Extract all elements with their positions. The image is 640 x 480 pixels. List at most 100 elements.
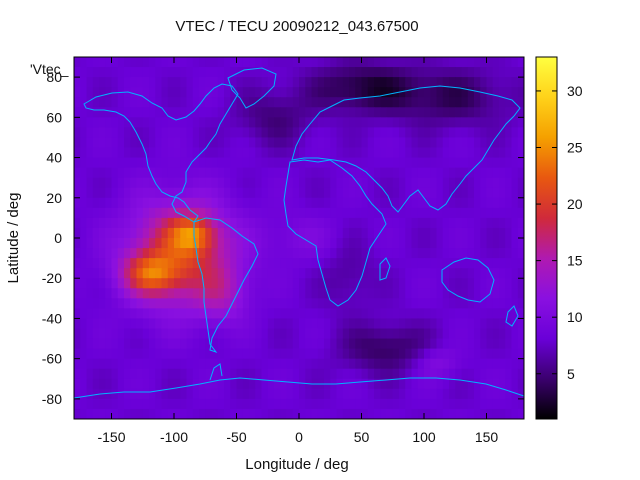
heat-cell xyxy=(367,278,375,289)
heat-cell xyxy=(474,97,481,108)
heat-cell xyxy=(80,408,88,419)
heat-cell xyxy=(342,328,350,340)
heat-cell xyxy=(342,197,350,209)
heat-cell xyxy=(86,358,94,370)
heat-cell xyxy=(149,217,156,229)
heat-cell xyxy=(92,177,100,189)
heat-cell xyxy=(367,368,375,380)
heat-cell xyxy=(80,187,88,199)
heat-cell xyxy=(267,57,275,68)
heat-cell xyxy=(486,328,494,340)
heat-cell xyxy=(161,248,169,259)
heat-cell xyxy=(299,358,306,370)
heat-cell xyxy=(461,328,469,340)
heat-cell xyxy=(86,207,94,219)
heat-cell xyxy=(386,107,394,118)
heat-cell xyxy=(305,227,313,239)
heat-cell xyxy=(192,127,200,139)
heat-cell xyxy=(317,288,325,299)
heat-cell xyxy=(436,207,444,219)
heat-cell xyxy=(236,157,244,169)
heat-cell xyxy=(349,207,356,219)
heat-cell xyxy=(161,398,169,410)
heat-cell xyxy=(405,197,413,209)
heat-cell xyxy=(392,268,400,279)
heat-cell xyxy=(267,197,275,209)
heat-cell xyxy=(180,157,188,169)
heat-cell xyxy=(236,388,244,400)
heat-cell xyxy=(130,127,138,139)
heat-cell xyxy=(130,57,138,68)
heat-cell xyxy=(161,308,169,320)
heat-cell xyxy=(411,378,419,390)
heat-cell xyxy=(280,227,288,239)
heat-cell xyxy=(205,147,213,159)
heat-cell xyxy=(467,177,475,189)
heat-cell xyxy=(405,328,413,340)
heat-cell xyxy=(80,258,88,269)
heat-cell xyxy=(392,167,400,179)
heat-cell xyxy=(86,67,94,78)
heat-cell xyxy=(349,248,356,259)
heat-cell xyxy=(499,57,506,68)
heat-cell xyxy=(517,157,524,169)
heat-cell xyxy=(167,57,175,68)
heat-cell xyxy=(117,157,125,169)
heat-cell xyxy=(211,67,219,78)
heat-cell xyxy=(430,97,438,108)
heat-cell xyxy=(330,77,338,88)
heat-cell xyxy=(455,238,463,249)
heat-cell xyxy=(430,217,438,229)
heat-cell xyxy=(511,268,519,279)
heat-cell xyxy=(517,298,524,309)
heat-cell xyxy=(174,137,181,149)
heat-cell xyxy=(261,207,269,219)
heat-cell xyxy=(461,378,469,390)
heat-cell xyxy=(74,57,81,68)
heat-cell xyxy=(430,147,438,159)
heat-cell xyxy=(92,298,100,309)
heat-cell xyxy=(117,388,125,400)
heat-cell xyxy=(142,57,150,68)
heat-cell xyxy=(136,147,144,159)
heat-cell xyxy=(417,358,425,370)
heat-cell xyxy=(480,147,488,159)
heat-cell xyxy=(449,318,456,330)
heat-cell xyxy=(117,308,125,320)
heat-cell xyxy=(124,127,131,139)
heat-cell xyxy=(417,398,425,410)
heat-cell xyxy=(192,97,200,108)
heat-cell xyxy=(324,348,331,360)
heat-cell xyxy=(492,157,500,169)
heat-cell xyxy=(424,348,431,360)
heat-cell xyxy=(299,107,306,118)
heat-cell xyxy=(180,338,188,350)
heat-cell xyxy=(311,227,319,239)
heat-cell xyxy=(430,298,438,309)
heat-cell xyxy=(467,308,475,320)
heat-cell xyxy=(261,378,269,390)
heat-cell xyxy=(174,217,181,229)
heat-cell xyxy=(461,167,469,179)
heat-cell xyxy=(186,338,194,350)
heat-cell xyxy=(367,398,375,410)
heat-cell xyxy=(492,338,500,350)
heat-cell xyxy=(392,97,400,108)
heat-cell xyxy=(380,328,388,340)
heat-cell xyxy=(424,157,431,169)
coastline-north-america xyxy=(83,83,239,223)
heat-cell xyxy=(142,157,150,169)
heat-cell xyxy=(449,137,456,149)
heat-cell xyxy=(430,338,438,350)
heat-cell xyxy=(336,177,344,189)
heat-cell xyxy=(149,348,156,360)
heat-cell xyxy=(455,308,463,320)
heat-cell xyxy=(361,187,369,199)
heat-cell xyxy=(242,348,250,360)
heat-cell xyxy=(449,197,456,209)
heat-cell xyxy=(324,318,331,330)
heat-cell xyxy=(267,308,275,320)
heat-cell xyxy=(380,408,388,419)
heat-cell xyxy=(330,338,338,350)
heat-cell xyxy=(386,157,394,169)
